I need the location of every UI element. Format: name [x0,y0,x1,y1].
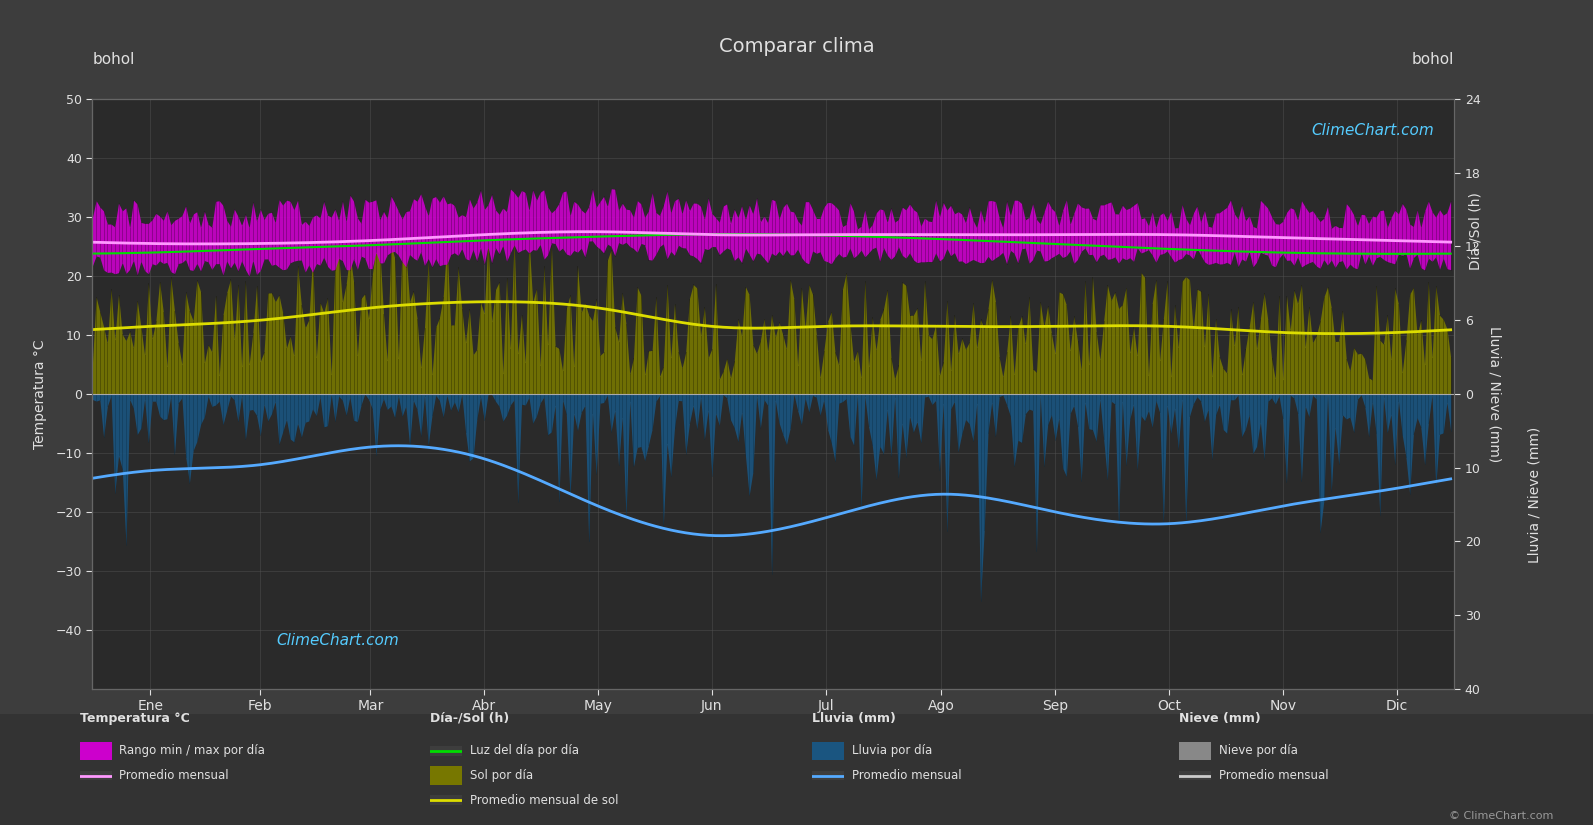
Text: Rango min / max por día: Rango min / max por día [119,744,266,757]
Text: Nieve (mm): Nieve (mm) [1179,712,1260,725]
Text: Temperatura °C: Temperatura °C [80,712,190,725]
Text: bohol: bohol [92,51,135,67]
Y-axis label: Lluvia / Nieve (mm): Lluvia / Nieve (mm) [1488,326,1502,462]
Text: Día-/Sol (h): Día-/Sol (h) [1470,192,1483,270]
Text: Lluvia (mm): Lluvia (mm) [812,712,897,725]
Text: Sol por día: Sol por día [470,769,534,782]
Text: Promedio mensual de sol: Promedio mensual de sol [470,794,618,807]
Text: ClimeChart.com: ClimeChart.com [276,633,398,648]
Text: Lluvia / Nieve (mm): Lluvia / Nieve (mm) [1528,427,1540,563]
Text: bohol: bohol [1411,51,1454,67]
Text: Promedio mensual: Promedio mensual [119,769,229,782]
Text: Día-/Sol (h): Día-/Sol (h) [430,712,510,725]
Text: Promedio mensual: Promedio mensual [852,769,962,782]
Text: © ClimeChart.com: © ClimeChart.com [1448,811,1553,821]
Y-axis label: Temperatura °C: Temperatura °C [33,339,48,449]
Text: Comparar clima: Comparar clima [718,37,875,56]
Text: ClimeChart.com: ClimeChart.com [1311,123,1434,138]
Text: Nieve por día: Nieve por día [1219,744,1298,757]
Text: Promedio mensual: Promedio mensual [1219,769,1329,782]
Text: Lluvia por día: Lluvia por día [852,744,932,757]
Text: Luz del día por día: Luz del día por día [470,744,578,757]
